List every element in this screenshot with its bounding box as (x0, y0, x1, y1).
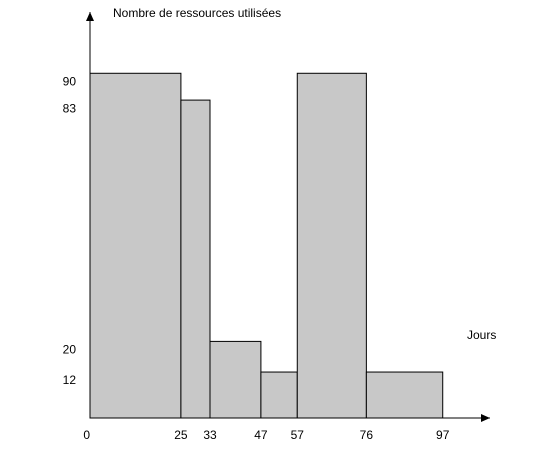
y-tick-label: 12 (63, 373, 77, 387)
bar (180, 99, 211, 419)
y-tick-label: 20 (63, 343, 77, 357)
y-tick-label: 83 (63, 101, 77, 115)
bar (260, 371, 298, 419)
x-tick-label: 97 (436, 428, 450, 442)
x-tick-label: 0 (83, 428, 90, 442)
y-tick-label: 90 (63, 74, 77, 88)
x-axis-arrow (481, 414, 490, 422)
bar (89, 72, 182, 419)
x-tick-label: 76 (360, 428, 374, 442)
bar (296, 72, 367, 419)
bar (365, 371, 444, 419)
y-axis-label: Nombre de ressources utilisées (113, 6, 281, 20)
bar (209, 340, 262, 419)
x-tick-label: 33 (203, 428, 217, 442)
x-tick-label: 57 (291, 428, 305, 442)
y-axis-arrow (86, 12, 94, 21)
x-tick-label: 25 (174, 428, 188, 442)
x-axis-label: Jours (467, 328, 496, 342)
x-tick-label: 47 (254, 428, 268, 442)
